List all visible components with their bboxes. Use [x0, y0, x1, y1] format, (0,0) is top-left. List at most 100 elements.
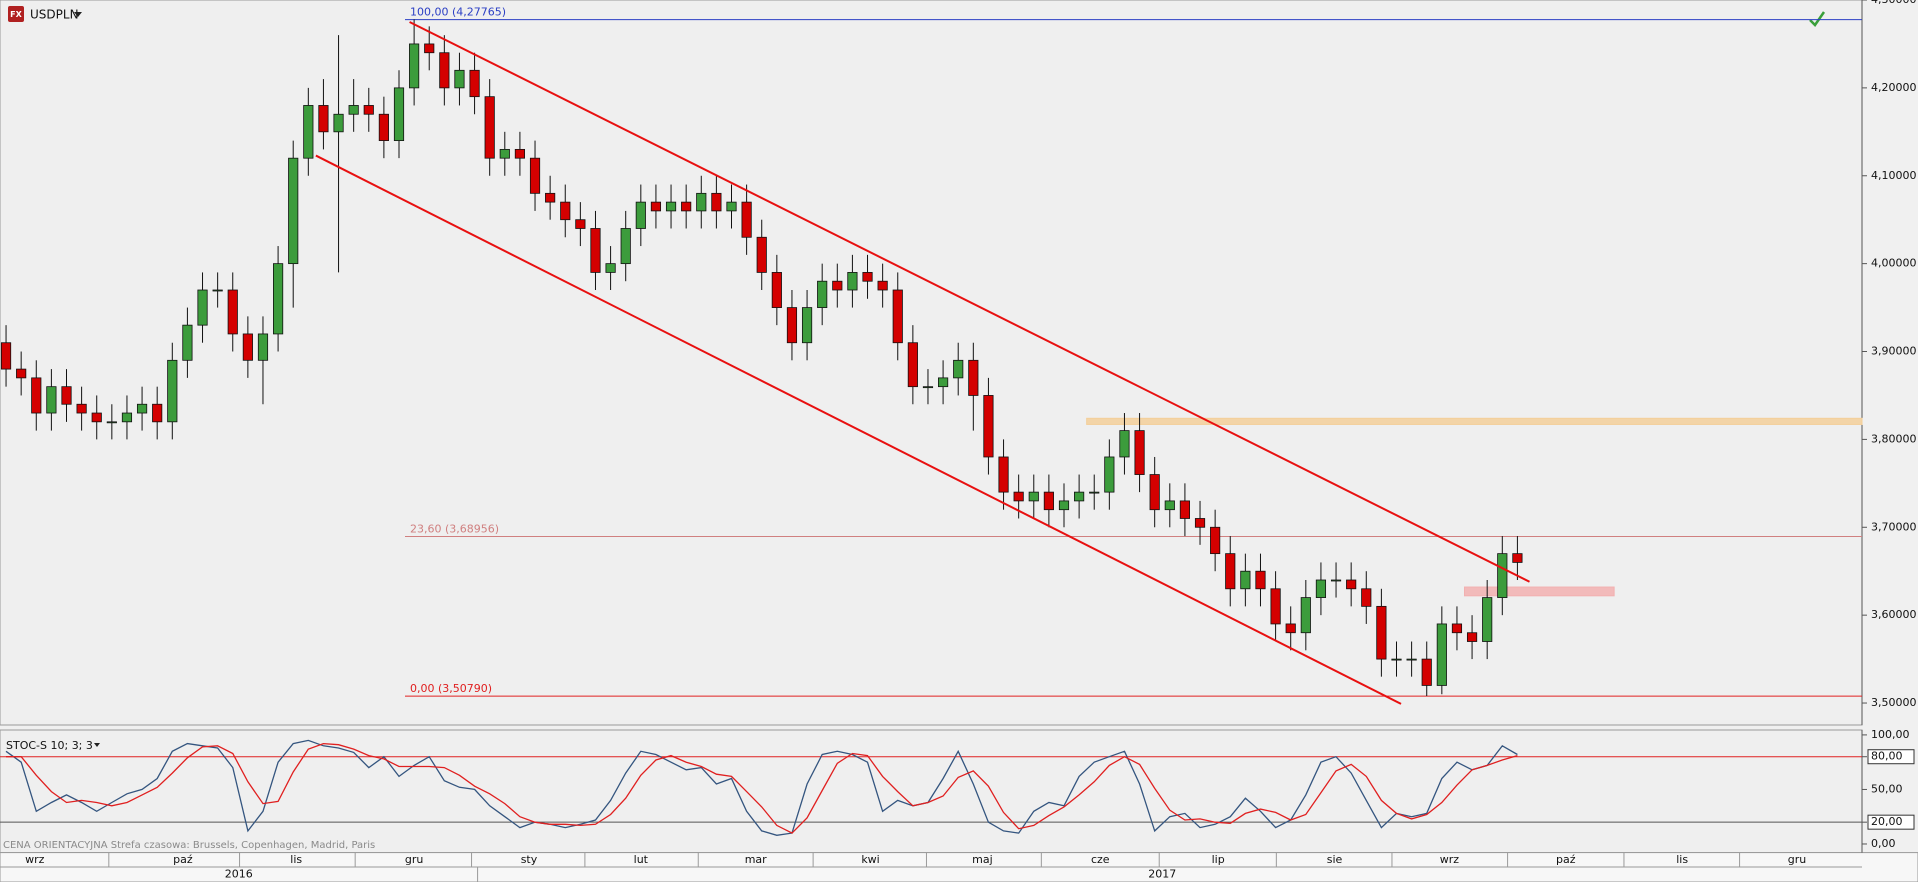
candle-body — [545, 192, 556, 203]
price-panel — [0, 0, 1863, 726]
candle-body — [499, 148, 510, 159]
candle-body — [1104, 456, 1115, 493]
candle-body — [1074, 491, 1085, 502]
candle-body — [847, 272, 858, 291]
candle-body — [333, 113, 344, 133]
x-tick-label: wrz — [25, 853, 45, 866]
symbol-dropdown[interactable] — [74, 12, 82, 17]
candle-body — [665, 201, 677, 212]
oscillator-line — [6, 742, 1518, 834]
candle-body — [681, 201, 692, 212]
candle-body — [711, 192, 722, 212]
y-tick-label: 0,00 — [1871, 837, 1896, 850]
candle-body — [1285, 623, 1296, 634]
symbol-icon[interactable] — [8, 6, 24, 22]
indicator-title[interactable]: STOC-S 10; 3; 3 — [6, 739, 93, 752]
fib-label: 100,00 (4,27765) — [410, 6, 506, 19]
zone — [1086, 417, 1863, 425]
footer-note: CENA ORIENTACYJNA Strefa czasowa: Brusse… — [3, 840, 375, 851]
candle-body — [469, 69, 480, 98]
candle-body — [801, 307, 813, 344]
candle-body — [31, 377, 42, 414]
candle-body — [152, 403, 163, 423]
x-tick-label: lis — [1676, 853, 1688, 866]
candle-body — [1270, 588, 1281, 625]
candle-body — [1421, 658, 1432, 686]
candle-body — [1391, 658, 1402, 661]
y-tick-label: 3,90000 — [1871, 345, 1917, 358]
candle-body — [635, 201, 646, 229]
candle-body — [514, 148, 525, 159]
candle-body — [1512, 553, 1523, 563]
y-tick-label: 20,00 — [1871, 815, 1903, 828]
candle-body — [1028, 491, 1039, 502]
candle-body — [1179, 500, 1190, 519]
level-label-box — [1867, 814, 1915, 830]
candle-body — [378, 113, 389, 142]
x-tick-label: lut — [634, 853, 649, 866]
candle-body — [454, 69, 465, 89]
candle-body — [1346, 579, 1357, 590]
candle-body — [1300, 597, 1311, 634]
candle-body — [1361, 588, 1372, 607]
candle-body — [1376, 605, 1387, 660]
candle-body — [257, 333, 269, 361]
candle-body — [242, 333, 253, 361]
symbol-title[interactable]: USDPLN — [30, 8, 79, 22]
x-tick-label: maj — [972, 853, 993, 866]
candle-body — [0, 342, 12, 370]
candle-body — [877, 280, 888, 291]
candle-body — [424, 43, 435, 54]
x-tick-label: wrz — [1440, 853, 1460, 866]
candle-body — [968, 359, 979, 396]
candle-body — [786, 307, 798, 344]
x-tick-label: paź — [1556, 853, 1576, 866]
candle-body — [1043, 491, 1054, 511]
status-check — [1809, 11, 1826, 27]
candle-body — [76, 403, 87, 414]
candle-body — [212, 289, 223, 292]
y-tick-label: 4,10000 — [1871, 169, 1917, 182]
y-tick-label: 100,00 — [1871, 728, 1910, 741]
candle-body — [938, 377, 949, 388]
candle-body — [409, 43, 420, 89]
candle-body — [1255, 570, 1266, 590]
trendline — [315, 154, 1402, 705]
candle-body — [393, 87, 405, 142]
candle-body — [1210, 526, 1221, 555]
candle-body — [983, 395, 994, 458]
candle-body — [1330, 579, 1342, 582]
y-tick-label: 80,00 — [1871, 750, 1903, 763]
candle-body — [756, 236, 767, 273]
candle-body — [1406, 658, 1417, 661]
y-tick-label: 3,50000 — [1871, 696, 1917, 709]
candle-body — [303, 105, 314, 159]
candle-body — [650, 201, 662, 212]
candle-body — [953, 359, 964, 379]
candle-body — [1194, 518, 1206, 528]
candle-body — [529, 157, 541, 194]
candle-body — [1225, 553, 1236, 590]
candle-body — [1451, 623, 1463, 634]
x-tick-label: kwi — [861, 853, 879, 866]
candle-body — [560, 201, 571, 221]
x-tick-label: gru — [1788, 853, 1806, 866]
candle-body — [318, 105, 329, 133]
trendline — [409, 21, 1530, 583]
y-tick-label: 4,30000 — [1871, 0, 1917, 6]
candle-body — [182, 324, 193, 361]
candle-body — [907, 342, 918, 388]
candle-body — [605, 263, 616, 273]
indicator-dropdown[interactable] — [94, 743, 100, 747]
candle-body — [1149, 474, 1160, 511]
candle-body — [1466, 632, 1478, 642]
candle-body — [91, 412, 102, 423]
candle-body — [771, 272, 782, 308]
year-label: 2016 — [225, 868, 253, 881]
candle-body — [1482, 597, 1493, 642]
candle-body — [1119, 430, 1130, 458]
candle-body — [726, 201, 737, 212]
candle-body — [1315, 579, 1327, 598]
